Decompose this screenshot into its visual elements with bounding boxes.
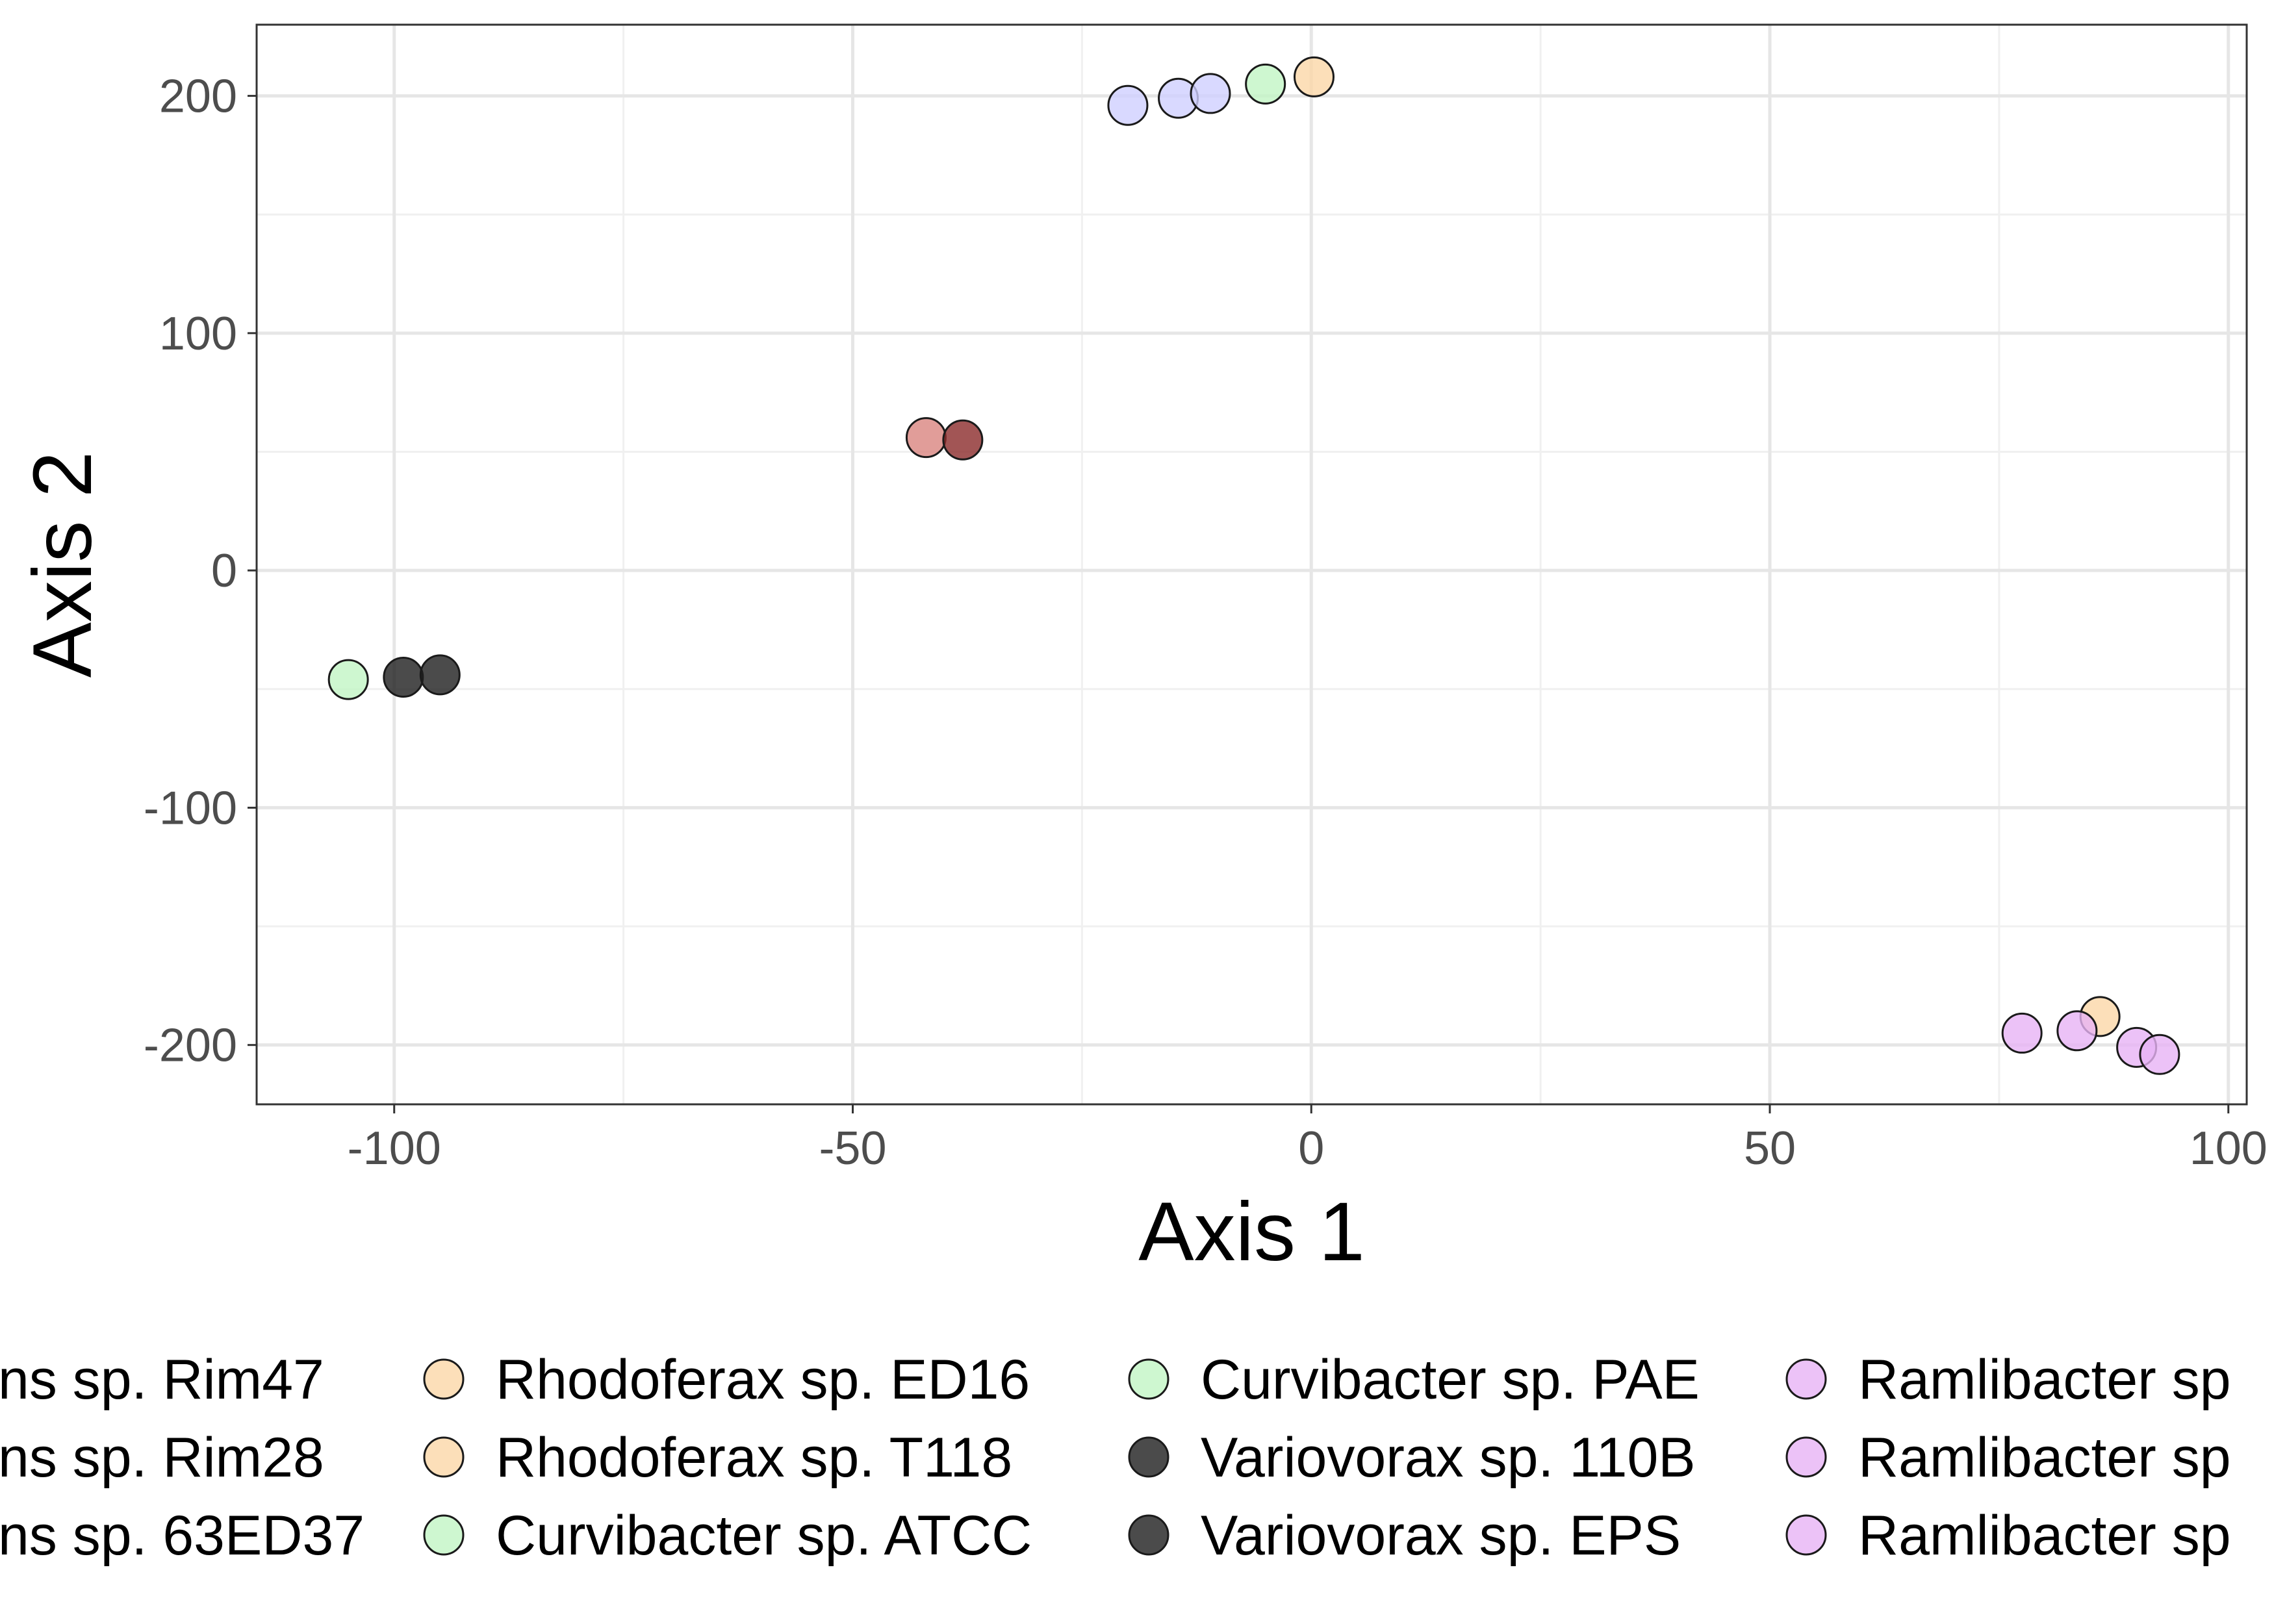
x-tick-label: -100	[348, 1123, 441, 1174]
y-tick-label: 100	[159, 308, 237, 360]
legend-key	[1785, 1358, 1827, 1400]
y-tick-label: -100	[144, 782, 237, 834]
data-points	[327, 56, 2180, 1075]
y-tick-label: 200	[159, 71, 237, 123]
legend-label: ns sp. Rim28	[0, 1427, 324, 1489]
data-point	[1245, 63, 1286, 105]
axis-ticks: -100 -50 0 50 100 -200 -100 0 100 200	[144, 71, 2268, 1174]
data-point	[1107, 84, 1149, 126]
data-point	[419, 654, 461, 696]
legend-label: Variovorax sp. 110B	[1201, 1427, 1696, 1489]
legend-key	[1128, 1514, 1169, 1556]
legend-label: Curvibacter sp. PAE	[1201, 1349, 1700, 1411]
legend-key	[423, 1358, 465, 1400]
grid-lines	[257, 25, 2247, 1104]
data-point	[2139, 1034, 2180, 1075]
legend-label: ns sp. 63ED37	[0, 1504, 364, 1567]
legend-key	[1785, 1436, 1827, 1478]
data-point	[2001, 1012, 2043, 1054]
data-point	[383, 657, 424, 698]
data-point	[1293, 56, 1335, 97]
legend-label: Curvibacter sp. ATCC	[496, 1504, 1032, 1567]
legend-label: Rhodoferax sp. T118	[496, 1427, 1012, 1489]
data-point	[905, 417, 947, 459]
data-point	[1190, 73, 1231, 114]
data-point	[2056, 1010, 2098, 1052]
legend-key	[423, 1514, 465, 1556]
legend-label: Variovorax sp. EPS	[1201, 1504, 1681, 1567]
y-axis-title: Axis 2	[16, 451, 109, 678]
data-point	[327, 659, 369, 700]
legend-key	[423, 1436, 465, 1478]
plot-frame	[255, 23, 2248, 1106]
x-axis-title: Axis 1	[1138, 1186, 1365, 1278]
x-tick-label: 0	[1298, 1123, 1324, 1174]
data-point	[942, 419, 984, 461]
x-tick-label: 100	[2190, 1123, 2268, 1174]
legend-label: ns sp. Rim47	[0, 1349, 324, 1411]
legend-key	[1128, 1436, 1169, 1478]
y-tick-label: 0	[211, 545, 237, 597]
legend-label: Ramlibacter sp	[1858, 1349, 2231, 1411]
x-tick-label: -50	[819, 1123, 886, 1174]
y-tick-label: -200	[144, 1020, 237, 1072]
legend-key	[1785, 1514, 1827, 1556]
legend: ns sp. Rim47 ns sp. Rim28 ns sp. 63ED37 Rho…	[0, 1349, 2231, 1567]
legend-label: Ramlibacter sp	[1858, 1427, 2231, 1489]
legend-key	[1128, 1358, 1169, 1400]
legend-label: Rhodoferax sp. ED16	[496, 1349, 1030, 1411]
x-tick-label: 50	[1744, 1123, 1796, 1174]
legend-label: Ramlibacter sp	[1858, 1504, 2231, 1567]
